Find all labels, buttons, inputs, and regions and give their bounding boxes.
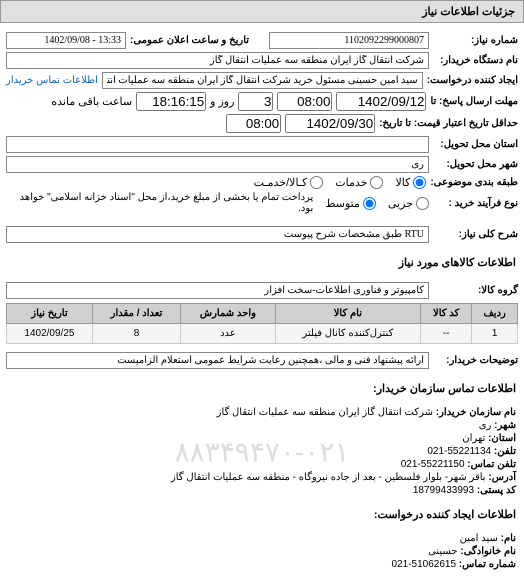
org-value: شرکت انتقال گاز ایران منطقه سه عملیات ان…	[217, 407, 433, 418]
announce-input[interactable]	[6, 32, 126, 49]
radio-motavaset-label: متوسط	[325, 197, 360, 210]
delivery-time-input[interactable]	[226, 114, 281, 133]
creator-phone-value: 51062615-021	[391, 559, 456, 570]
remaining-label: ساعت باقی مانده	[51, 95, 132, 108]
postal-value: 18799433993	[413, 485, 474, 496]
radio-khadamat[interactable]	[370, 176, 383, 189]
creator-family-value: حسینی	[428, 546, 457, 557]
delivery-deadline-label: حداقل تاریخ اعتبار قیمت: تا تاریخ:	[379, 118, 518, 129]
radio-jozee[interactable]	[416, 197, 429, 210]
cell-row: 1	[472, 324, 518, 344]
phone-label: تلفن:	[494, 446, 516, 457]
radio-motavaset[interactable]	[363, 197, 376, 210]
creator-name-value: سید امین	[460, 533, 498, 544]
contact-buyer-section: ۸۸۳۴۹۴۷۰-۰۲۱ نام سازمان خریدار: شرکت انت…	[0, 399, 524, 504]
contact-buyer-title: اطلاعات تماس سازمان خریدار:	[0, 378, 524, 399]
col-code: کد کالا	[421, 304, 472, 324]
city-label: شهر محل تحویل:	[433, 159, 518, 170]
main-header: جزئیات اطلاعات نیاز	[0, 0, 524, 23]
city-contact-value: ری	[479, 420, 492, 431]
city-input[interactable]	[6, 156, 429, 173]
cell-name: کنترل‌کننده کانال فیلتر	[275, 324, 420, 344]
creator-phone-label: شماره تماس:	[459, 559, 516, 570]
process-label: نوع فرآیند خرید :	[433, 198, 518, 209]
province-contact-label: استان:	[488, 433, 516, 444]
buyer-label: نام دستگاه خریدار:	[433, 55, 518, 66]
creator-family-label: نام خانوادگی:	[460, 546, 516, 557]
table-header-row: ردیف کد کالا نام کالا واحد شمارش تعداد /…	[7, 304, 518, 324]
cell-qty: 8	[92, 324, 180, 344]
goods-section-title: اطلاعات کالاهای مورد نیاز	[0, 252, 524, 273]
buyer-input[interactable]	[6, 52, 429, 69]
announce-label: تاریخ و ساعت اعلان عمومی:	[130, 35, 249, 46]
province-input[interactable]	[6, 136, 429, 153]
cell-unit: عدد	[181, 324, 276, 344]
radio-khadamat-label: خدمات	[335, 176, 367, 189]
fax-label: تلفن تماس:	[467, 459, 516, 470]
radio-jozee-label: جزیی	[388, 197, 413, 210]
process-note: پرداخت تمام یا بخشی از مبلغ خرید،از محل …	[6, 192, 313, 214]
cell-code: --	[421, 324, 472, 344]
buyer-contact-link[interactable]: اطلاعات تماس خریدار	[6, 75, 98, 86]
need-number-label: شماره نیاز:	[433, 35, 518, 46]
process-radio-group: جزیی متوسط	[325, 197, 429, 210]
address-label: آدرس:	[488, 472, 516, 483]
city-contact-label: شهر:	[494, 420, 516, 431]
deadline-send-label: مهلت ارسال پاسخ: تا	[430, 96, 518, 107]
col-row: ردیف	[472, 304, 518, 324]
radio-kala-khadamat-label: کـالا/خدمـت	[254, 176, 308, 189]
need-desc-input[interactable]	[6, 226, 429, 243]
classification-radio-group: کالا خدمات کـالا/خدمـت	[254, 176, 427, 189]
goods-table: ردیف کد کالا نام کالا واحد شمارش تعداد /…	[6, 303, 518, 344]
need-number-input[interactable]	[269, 32, 429, 49]
radio-kala-khadamat[interactable]	[310, 176, 323, 189]
phone-value: 55221134-021	[427, 446, 491, 457]
col-qty: تعداد / مقدار	[92, 304, 180, 324]
classification-label: طبقه بندی موضوعی:	[430, 177, 518, 188]
group-input[interactable]	[6, 282, 429, 299]
need-desc-label: شرح کلی نیاز:	[433, 229, 518, 240]
col-unit: واحد شمارش	[181, 304, 276, 324]
group-label: گروه کالا:	[433, 285, 518, 296]
col-date: تاریخ نیاز	[7, 304, 93, 324]
radio-kala[interactable]	[413, 176, 426, 189]
deadline-time-input[interactable]	[277, 92, 332, 111]
deadline-date-input[interactable]	[336, 92, 426, 111]
form-section: شماره نیاز: تاریخ و ساعت اعلان عمومی: نا…	[0, 23, 524, 252]
buyer-notes-input[interactable]	[6, 352, 429, 369]
org-label: نام سازمان خریدار:	[436, 407, 516, 418]
col-name: نام کالا	[275, 304, 420, 324]
radio-kala-label: کالا	[395, 176, 410, 189]
days-label: روز و	[210, 95, 234, 108]
table-row: 1 -- کنترل‌کننده کانال فیلتر عدد 8 1402/…	[7, 324, 518, 344]
postal-label: کد پستی:	[477, 485, 516, 496]
requester-label: ایجاد کننده درخواست:	[427, 75, 518, 86]
buyer-notes-label: توضیحات خریدار:	[433, 355, 518, 366]
province-label: استان محل تحویل:	[433, 139, 518, 150]
delivery-date-input[interactable]	[285, 114, 375, 133]
province-contact-value: تهران	[462, 433, 485, 444]
days-input[interactable]	[238, 92, 273, 111]
contact-creator-title: اطلاعات ایجاد کننده درخواست:	[0, 504, 524, 525]
address-value: باقر شهر- بلوار فلسطین - بعد از جاده نیر…	[171, 472, 486, 483]
fax-value: 55221150-021	[401, 459, 465, 470]
contact-creator-section: نام: سید امین نام خانوادگی: حسینی شماره …	[0, 525, 524, 578]
creator-name-label: نام:	[501, 533, 516, 544]
remaining-time-input[interactable]	[136, 92, 206, 111]
cell-date: 1402/09/25	[7, 324, 93, 344]
requester-input[interactable]	[102, 72, 423, 89]
